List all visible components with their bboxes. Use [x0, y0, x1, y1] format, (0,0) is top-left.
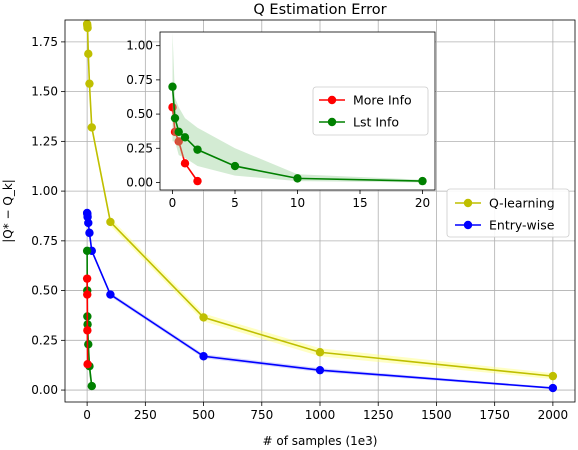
inset-x-tick-label: 20 [415, 196, 430, 210]
inset-series-lst-info-point [168, 82, 177, 91]
inset-y-tick-label: 0.75 [126, 73, 153, 87]
main-legend: Q-learning Entry-wise [446, 188, 570, 238]
inset-x-tick-label: 15 [352, 196, 367, 210]
inset-legend-swatch-marker [327, 117, 337, 127]
inset-y-tick-label: 0.50 [126, 107, 153, 121]
series-lst-info-point [82, 246, 92, 255]
main-x-tick-label: 750 [250, 408, 273, 422]
inset-x-tick-label: 10 [290, 196, 305, 210]
inset-y-tick-label: 1.00 [126, 39, 153, 53]
series-q-learning-point [84, 49, 93, 59]
main-x-tick-label: 250 [134, 408, 157, 422]
legend-label-q-learning: Q-learning [489, 196, 555, 211]
inset-legend-swatch-marker [327, 95, 337, 105]
y-axis-label: |Q* − Q_k| [1, 179, 15, 243]
series-more-info-point [83, 326, 92, 335]
inset-series-lst-info-point [193, 145, 202, 154]
main-y-tick-label: 1.00 [31, 184, 58, 198]
main-y-tick-label: 0.50 [31, 284, 58, 298]
main-x-tick-label: 0 [83, 408, 91, 422]
main-y-tick-label: 0.25 [31, 333, 58, 347]
inset-series-more-info-point [174, 137, 183, 146]
inset-legend-box [312, 86, 429, 136]
series-q-learning-point [106, 217, 115, 227]
inset-x-tick-label: 0 [169, 196, 177, 210]
chart-title: Q Estimation Error [253, 2, 386, 18]
series-entry-wise-point [548, 383, 558, 393]
inset-legend-label-more-info: More Info [353, 93, 412, 108]
series-entry-wise-point [85, 228, 94, 238]
inset-series-lst-info-point [418, 176, 427, 186]
series-more-info-point [83, 359, 92, 369]
main-y-tick-label: 1.75 [31, 35, 58, 49]
series-q-learning-point [83, 23, 92, 33]
series-q-learning-point [315, 348, 325, 357]
inset-legend-label-lst-info: Lst Info [353, 115, 399, 130]
series-more-info-point [82, 274, 92, 283]
inset-series-more-info-point [180, 159, 190, 168]
inset-y-tick-label: 0.25 [126, 141, 153, 155]
inset-series-lst-info-point [170, 113, 180, 123]
legend-swatch-marker [463, 198, 473, 208]
series-entry-wise-point [199, 352, 208, 361]
inset-axes: 0 5 10 15 20 0.00 0.25 0.50 0.75 1.00 [126, 31, 436, 210]
series-entry-wise-point [84, 218, 93, 228]
series-lst-info-point [84, 340, 93, 349]
series-q-learning-point [199, 313, 208, 322]
series-q-learning-point [548, 371, 558, 381]
inset-y-tick-label: 0.00 [126, 175, 153, 189]
inset-x-tick-label: 5 [231, 196, 239, 210]
series-q-learning-point [87, 123, 96, 132]
inset-series-lst-info-point [180, 133, 190, 142]
main-y-tick-label: 0.00 [31, 383, 58, 397]
main-x-tick-label: 1750 [479, 408, 510, 422]
series-lst-info-point [87, 381, 96, 391]
main-x-tick-label: 1000 [305, 408, 336, 422]
inset-series-lst-info-point [293, 174, 302, 183]
main-y-tick-label: 1.50 [31, 85, 58, 99]
x-axis-label: # of samples (1e3) [263, 434, 378, 448]
main-x-tick-label: 500 [192, 408, 215, 422]
main-x-tick-label: 2000 [538, 408, 569, 422]
series-entry-wise-point [315, 365, 325, 375]
series-entry-wise-point [106, 290, 115, 299]
series-q-learning-point [85, 79, 94, 88]
inset-series-more-info-point [193, 176, 202, 186]
inset-series-lst-info-point [174, 127, 183, 137]
main-x-tick-label: 1250 [363, 408, 394, 422]
main-x-tick-label: 1500 [421, 408, 452, 422]
series-more-info-point [83, 290, 92, 299]
main-y-tick-label: 0.75 [31, 234, 58, 248]
inset-series-lst-info-point [230, 161, 240, 171]
legend-swatch-marker [463, 220, 473, 230]
main-y-tick-label: 1.25 [31, 134, 58, 148]
legend-label-entry-wise: Entry-wise [489, 218, 555, 233]
inset-legend: More Info Lst Info [312, 86, 429, 136]
